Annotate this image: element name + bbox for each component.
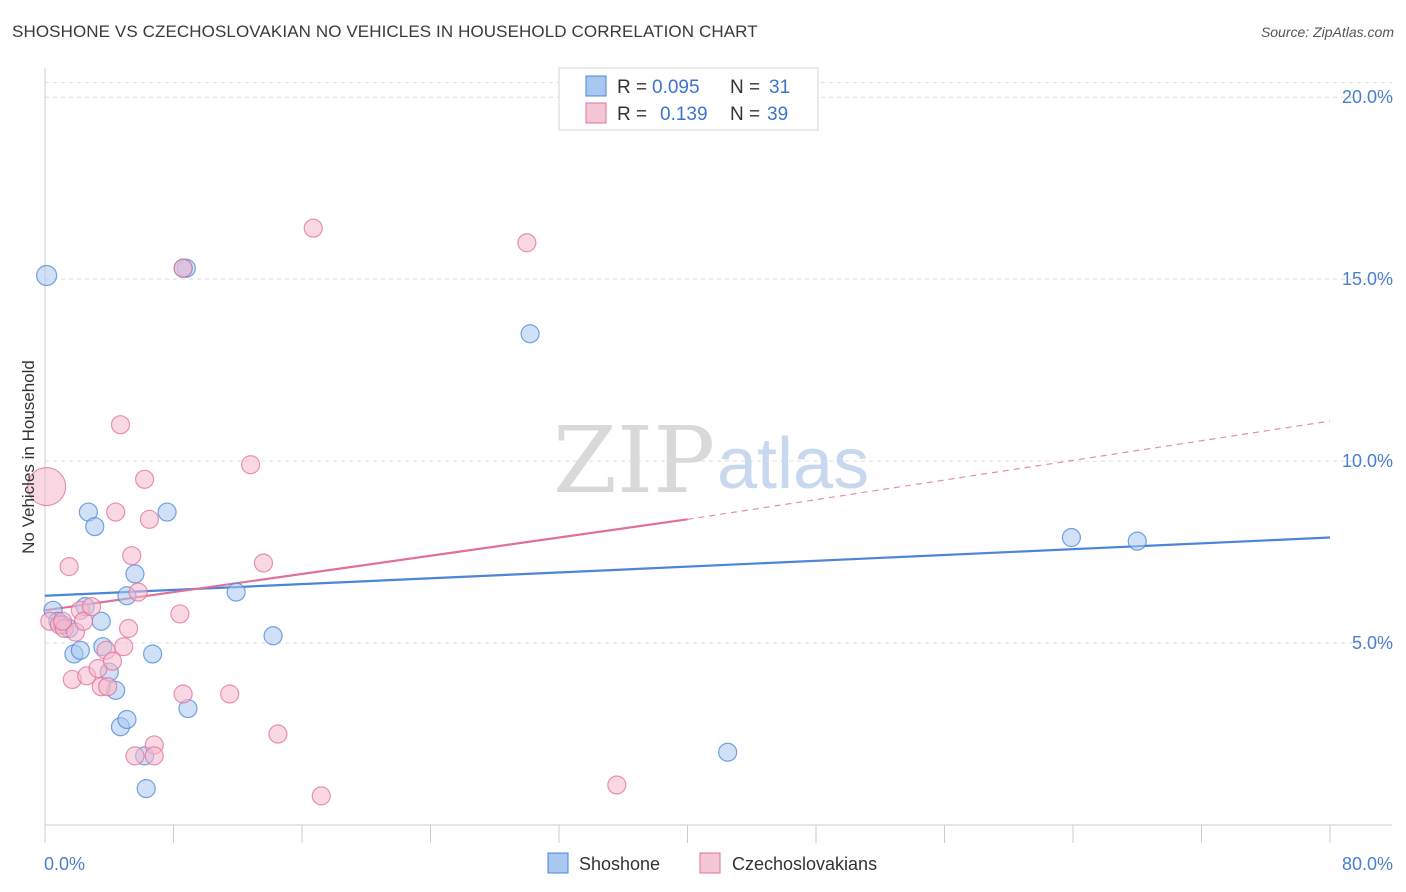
y-tick-label: 5.0% [1352, 633, 1393, 653]
bottom-legend-swatch-czech [699, 852, 721, 874]
point-czech[interactable] [59, 557, 79, 577]
watermark: ZIP atlas [553, 407, 869, 514]
point-shoshone[interactable] [157, 502, 177, 522]
point-czech[interactable] [134, 469, 155, 489]
legend-r-value: 0.139 [660, 104, 708, 125]
y-tick-label: 10.0% [1342, 451, 1393, 471]
legend-r-label: R = [617, 77, 647, 98]
bottom-legend-swatch-shoshone [547, 852, 569, 874]
bottom-legend-label-shoshone: Shoshone [579, 854, 660, 874]
point-czech[interactable] [268, 724, 288, 744]
point-czech[interactable] [73, 611, 94, 631]
data-points [27, 218, 1147, 806]
point-czech[interactable] [114, 637, 134, 657]
legend-swatch-shoshone [585, 75, 607, 97]
y-tick-labels: 5.0% 10.0% 15.0% 20.0% [1342, 87, 1393, 653]
point-czech[interactable] [128, 582, 148, 602]
point-czech[interactable] [139, 509, 160, 529]
point-czech[interactable] [125, 746, 145, 766]
point-czech[interactable] [27, 466, 67, 507]
point-shoshone[interactable] [70, 640, 90, 660]
point-czech[interactable] [110, 415, 131, 435]
point-shoshone[interactable] [226, 582, 246, 602]
legend-swatch-czech [585, 102, 607, 124]
y-tick-label: 15.0% [1342, 269, 1393, 289]
axes [44, 68, 1392, 843]
y-tick-label: 20.0% [1342, 87, 1393, 107]
point-czech[interactable] [241, 455, 261, 475]
point-czech[interactable] [253, 553, 274, 573]
point-czech[interactable] [173, 684, 193, 704]
x-tick-labels: 0.0% 80.0% [44, 854, 1393, 874]
point-czech[interactable] [144, 746, 164, 766]
watermark-zip: ZIP [553, 407, 715, 514]
point-czech[interactable] [106, 502, 126, 522]
trend-line-czech [44, 518, 688, 612]
chart-title: SHOSHONE VS CZECHOSLOVAKIAN NO VEHICLES … [12, 22, 758, 41]
point-shoshone[interactable] [85, 516, 105, 537]
point-shoshone[interactable] [36, 264, 58, 287]
legend-n-value: 39 [767, 104, 788, 125]
point-czech[interactable] [122, 546, 142, 566]
trend-lines [44, 420, 1331, 612]
bottom-legend-label-czech: Czechoslovakians [732, 854, 877, 874]
y-axis-label: No Vehicles in Household [19, 360, 38, 554]
point-czech[interactable] [220, 684, 240, 704]
legend: R = 0.095 N = 31 R = 0.139 N = 39 [558, 67, 819, 131]
watermark-atlas: atlas [717, 424, 869, 504]
point-shoshone[interactable] [117, 709, 137, 730]
x-tick-label: 80.0% [1342, 854, 1393, 874]
point-czech[interactable] [303, 218, 323, 238]
bottom-legend: Shoshone Czechoslovakians [547, 852, 877, 874]
point-czech[interactable] [517, 233, 537, 253]
point-czech[interactable] [118, 618, 139, 639]
point-shoshone[interactable] [520, 324, 540, 344]
point-shoshone[interactable] [136, 779, 156, 799]
x-tick-label: 0.0% [44, 854, 85, 874]
legend-n-value: 31 [769, 77, 790, 98]
legend-n-label: N = [730, 77, 760, 98]
point-czech[interactable] [102, 651, 123, 671]
point-shoshone[interactable] [263, 626, 283, 646]
point-czech[interactable] [173, 258, 193, 278]
legend-r-value: 0.095 [652, 77, 700, 98]
trend-line-extension-czech [687, 420, 1331, 520]
point-shoshone[interactable] [1127, 531, 1147, 551]
legend-r-label: R = [617, 104, 647, 125]
point-shoshone[interactable] [1061, 527, 1081, 548]
point-czech[interactable] [98, 677, 118, 697]
trend-line-shoshone [44, 536, 1331, 597]
point-shoshone[interactable] [718, 742, 738, 762]
point-shoshone[interactable] [125, 564, 145, 584]
point-shoshone[interactable] [143, 644, 163, 664]
gridlines [45, 82, 1392, 644]
legend-n-label: N = [730, 104, 760, 125]
point-czech[interactable] [311, 786, 331, 806]
point-czech[interactable] [170, 604, 190, 624]
point-czech[interactable] [53, 611, 73, 631]
point-czech[interactable] [81, 597, 102, 617]
point-czech[interactable] [607, 775, 627, 795]
source-label: Source: ZipAtlas.com [1260, 24, 1394, 40]
